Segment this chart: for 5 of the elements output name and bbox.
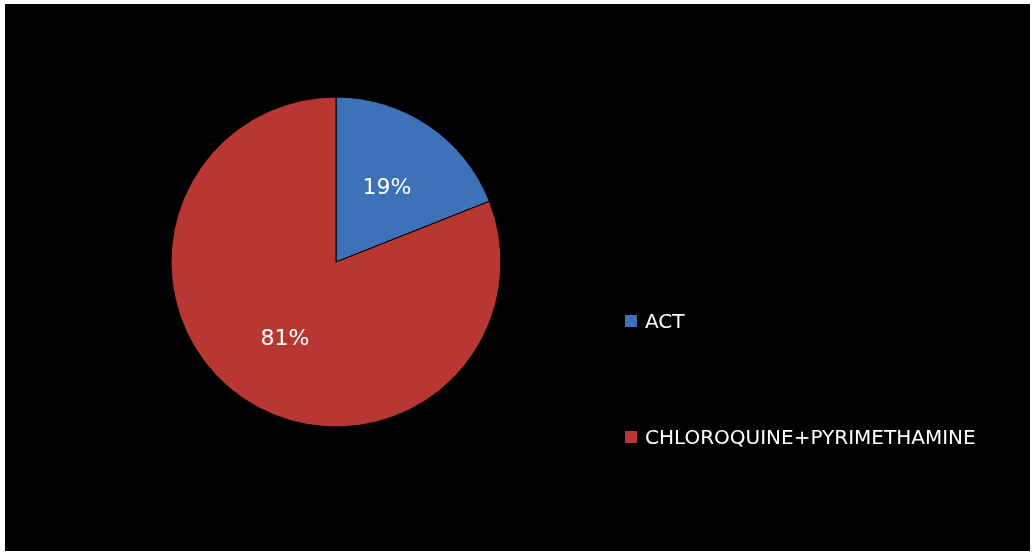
legend-label: CHLOROQUINE+PYRIMETHAMINE <box>645 425 976 449</box>
pie-slice <box>170 96 502 428</box>
data-label: 19% <box>362 174 412 200</box>
legend-label: ACT <box>645 309 686 333</box>
data-label: 81% <box>260 324 310 350</box>
